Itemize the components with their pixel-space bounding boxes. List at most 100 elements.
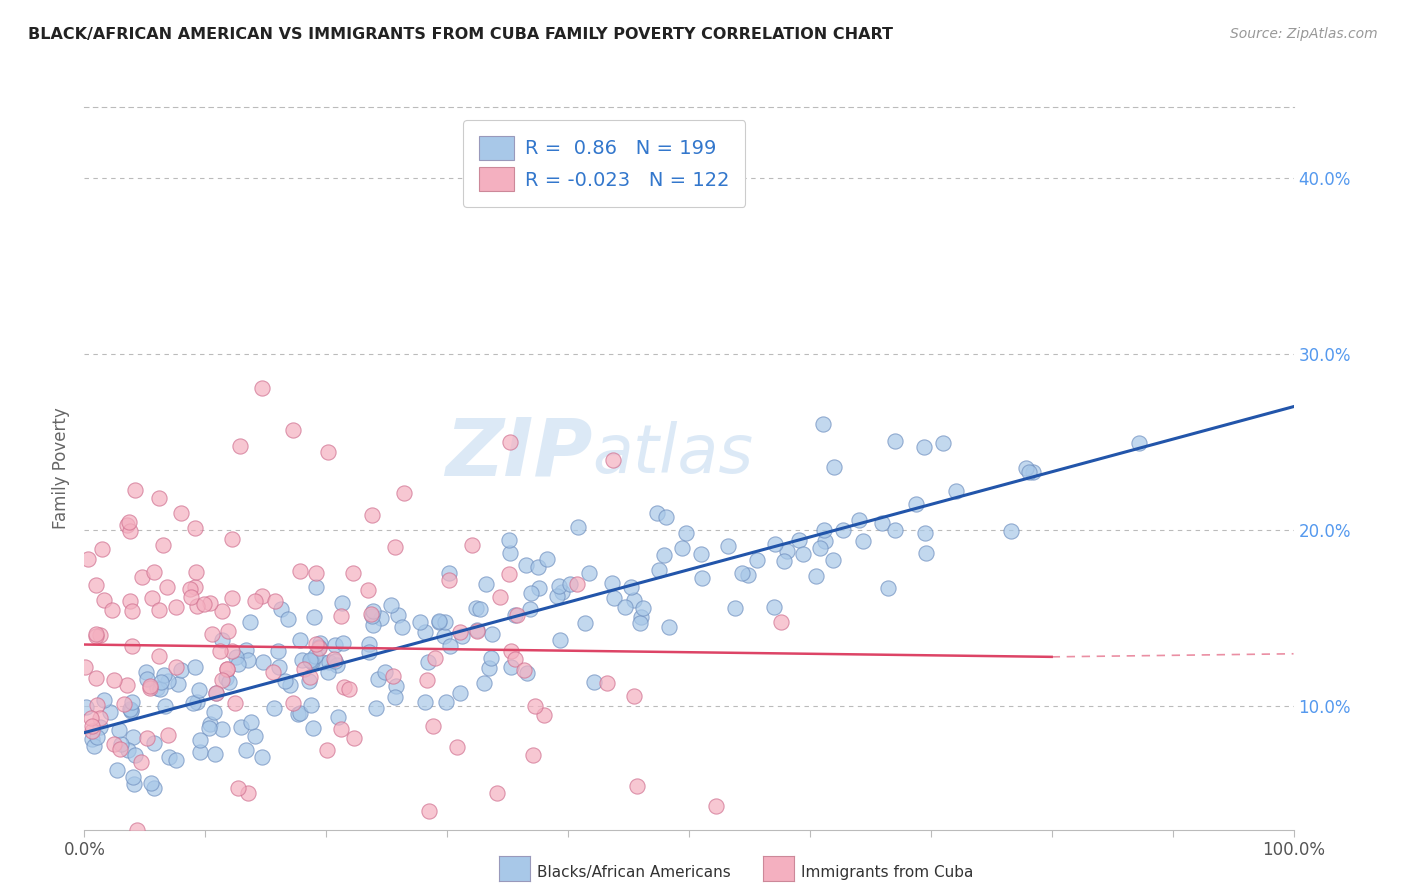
Point — [360, 607, 382, 622]
Point — [789, 533, 811, 547]
Point — [183, 696, 205, 710]
Point — [425, 650, 447, 665]
Point — [503, 608, 526, 623]
Point — [115, 678, 138, 692]
Point — [188, 733, 211, 747]
Point — [328, 710, 350, 724]
Point — [823, 460, 845, 475]
Point — [485, 786, 508, 800]
Point — [188, 683, 211, 698]
Point — [409, 615, 432, 630]
Point — [193, 597, 215, 611]
Text: Immigrants from Cuba: Immigrants from Cuba — [801, 865, 974, 880]
Point — [1128, 436, 1150, 450]
Point — [288, 564, 311, 578]
Point — [89, 720, 111, 734]
Point — [884, 434, 907, 449]
Point — [1018, 465, 1040, 479]
Point — [250, 589, 273, 603]
Point — [374, 665, 396, 679]
Point — [602, 453, 624, 467]
Point — [433, 629, 456, 643]
Point — [121, 695, 143, 709]
Point — [418, 655, 440, 669]
Point — [152, 537, 174, 551]
Point — [623, 593, 645, 607]
Point — [270, 601, 292, 615]
Point — [311, 655, 333, 669]
Point — [304, 648, 326, 663]
Point — [945, 483, 967, 498]
Point — [449, 686, 471, 700]
Point — [792, 547, 814, 561]
Point — [914, 525, 936, 540]
Point — [77, 552, 100, 566]
Point — [298, 673, 321, 688]
Point — [236, 787, 259, 801]
Point — [770, 615, 793, 629]
Point — [157, 750, 180, 764]
Point — [654, 548, 676, 562]
Point — [239, 615, 262, 630]
Point — [690, 547, 713, 561]
Text: Blacks/African Americans: Blacks/African Americans — [537, 865, 731, 880]
Point — [124, 747, 146, 762]
Point — [513, 663, 536, 677]
Point — [166, 677, 188, 691]
Point — [108, 723, 131, 738]
Point — [472, 676, 495, 690]
Point — [211, 633, 233, 648]
Point — [108, 742, 131, 756]
Point — [773, 554, 796, 568]
Point — [763, 537, 786, 551]
Point — [332, 636, 354, 650]
Point — [630, 610, 652, 624]
Point — [852, 534, 875, 549]
Point — [188, 745, 211, 759]
Point — [274, 674, 297, 689]
Point — [200, 717, 222, 731]
Point — [243, 594, 266, 608]
Point — [316, 445, 339, 459]
Point — [120, 703, 142, 717]
Point — [135, 672, 157, 686]
Point — [343, 731, 366, 745]
Point — [814, 534, 837, 549]
Point — [808, 541, 831, 555]
Point — [330, 608, 353, 623]
Point — [84, 629, 107, 643]
Point — [229, 439, 252, 453]
Point — [387, 607, 409, 622]
Point — [141, 591, 163, 606]
Point — [583, 675, 606, 690]
Point — [357, 583, 380, 598]
Point — [198, 596, 221, 610]
Point — [675, 525, 697, 540]
Point — [184, 660, 207, 674]
Point — [385, 679, 408, 693]
Point — [671, 541, 693, 556]
Point — [80, 731, 103, 746]
Point — [127, 822, 149, 837]
Point — [655, 510, 678, 524]
Point — [83, 739, 105, 753]
Point — [316, 743, 339, 757]
Point — [304, 580, 326, 594]
Point — [240, 715, 263, 730]
Point — [806, 569, 828, 583]
Point — [932, 436, 955, 450]
Point — [217, 662, 239, 676]
Point — [186, 599, 208, 613]
Point — [574, 615, 596, 630]
Point — [184, 580, 207, 594]
Point — [186, 566, 208, 580]
Point — [308, 636, 330, 650]
Point — [548, 632, 571, 647]
Point — [498, 533, 520, 548]
Point — [86, 578, 108, 592]
Point — [367, 672, 389, 686]
Point — [264, 594, 287, 608]
Point — [98, 705, 121, 719]
Point — [301, 655, 323, 669]
Point — [519, 601, 541, 615]
